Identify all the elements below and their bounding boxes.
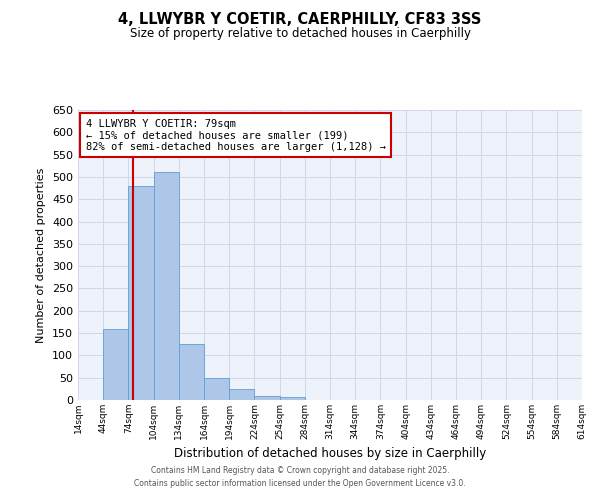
Bar	[204, 378, 229, 400]
Bar	[229, 389, 254, 400]
Text: 4, LLWYBR Y COETIR, CAERPHILLY, CF83 3SS: 4, LLWYBR Y COETIR, CAERPHILLY, CF83 3SS	[118, 12, 482, 28]
X-axis label: Distribution of detached houses by size in Caerphilly: Distribution of detached houses by size …	[174, 448, 486, 460]
Bar	[254, 396, 280, 400]
Bar	[179, 344, 204, 400]
Text: Contains HM Land Registry data © Crown copyright and database right 2025.
Contai: Contains HM Land Registry data © Crown c…	[134, 466, 466, 487]
Text: Size of property relative to detached houses in Caerphilly: Size of property relative to detached ho…	[130, 28, 470, 40]
Bar	[280, 397, 305, 400]
Y-axis label: Number of detached properties: Number of detached properties	[37, 168, 46, 342]
Bar	[128, 186, 154, 400]
Bar	[103, 328, 128, 400]
Text: 4 LLWYBR Y COETIR: 79sqm
← 15% of detached houses are smaller (199)
82% of semi-: 4 LLWYBR Y COETIR: 79sqm ← 15% of detach…	[86, 118, 386, 152]
Bar	[154, 172, 179, 400]
